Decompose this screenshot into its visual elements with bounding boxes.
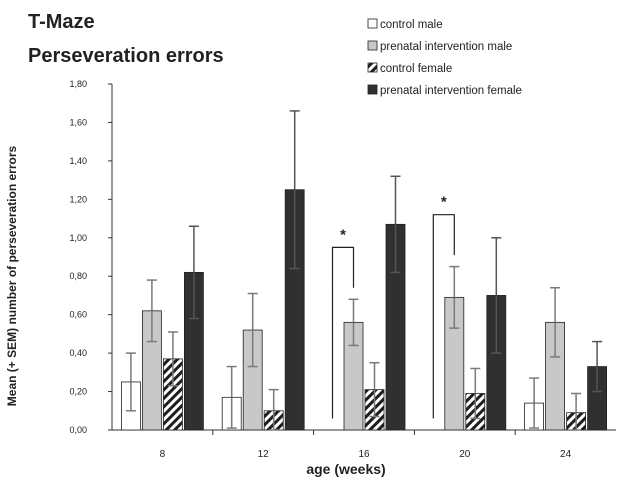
y-tick-label: 1,20 — [69, 194, 87, 204]
legend-swatch — [367, 84, 378, 95]
legend-label: control male — [380, 19, 443, 31]
y-tick-label: 1,00 — [69, 233, 87, 243]
y-tick-label: 0,00 — [69, 425, 87, 435]
plot-area: 0,00 0,20 0,40 0,60 0,80 1,00 1,20 1,40 1,60 1,80… — [69, 79, 616, 460]
y-tick-label: 1,80 — [69, 79, 87, 89]
y-tick-label: 0,80 — [69, 271, 87, 281]
y-axis-label: Mean (+ SEM) number of perseveration err… — [5, 145, 19, 406]
y-tick-label: 1,60 — [69, 117, 87, 127]
y-tick-label: 0,20 — [69, 387, 87, 397]
significance-star: * — [441, 194, 447, 211]
x-axis-label: age (weeks) — [306, 461, 385, 477]
legend-swatch — [367, 40, 378, 51]
legend-label: control female — [380, 63, 452, 75]
chart-subtitle: Perseveration errors — [28, 45, 224, 67]
legend-swatch — [367, 62, 378, 73]
x-tick-label: 20 — [459, 449, 471, 460]
x-tick-label: 12 — [258, 449, 270, 460]
y-tick-label: 0,40 — [69, 348, 87, 358]
legend: control male prenatal intervention male co… — [367, 18, 522, 97]
x-tick-label: 16 — [358, 449, 370, 460]
significance-bracket — [432, 214, 455, 419]
x-tick-label: 24 — [560, 449, 572, 460]
legend-label: prenatal intervention female — [380, 85, 522, 97]
legend-label: prenatal intervention male — [380, 41, 512, 53]
significance-bracket — [331, 246, 355, 419]
y-tick-label: 1,40 — [69, 156, 87, 166]
legend-swatch — [367, 18, 378, 29]
y-tick-label: 0,60 — [69, 310, 87, 320]
chart-title: T-Maze — [28, 11, 95, 33]
significance-star: * — [340, 226, 346, 243]
x-tick-label: 8 — [160, 449, 166, 460]
